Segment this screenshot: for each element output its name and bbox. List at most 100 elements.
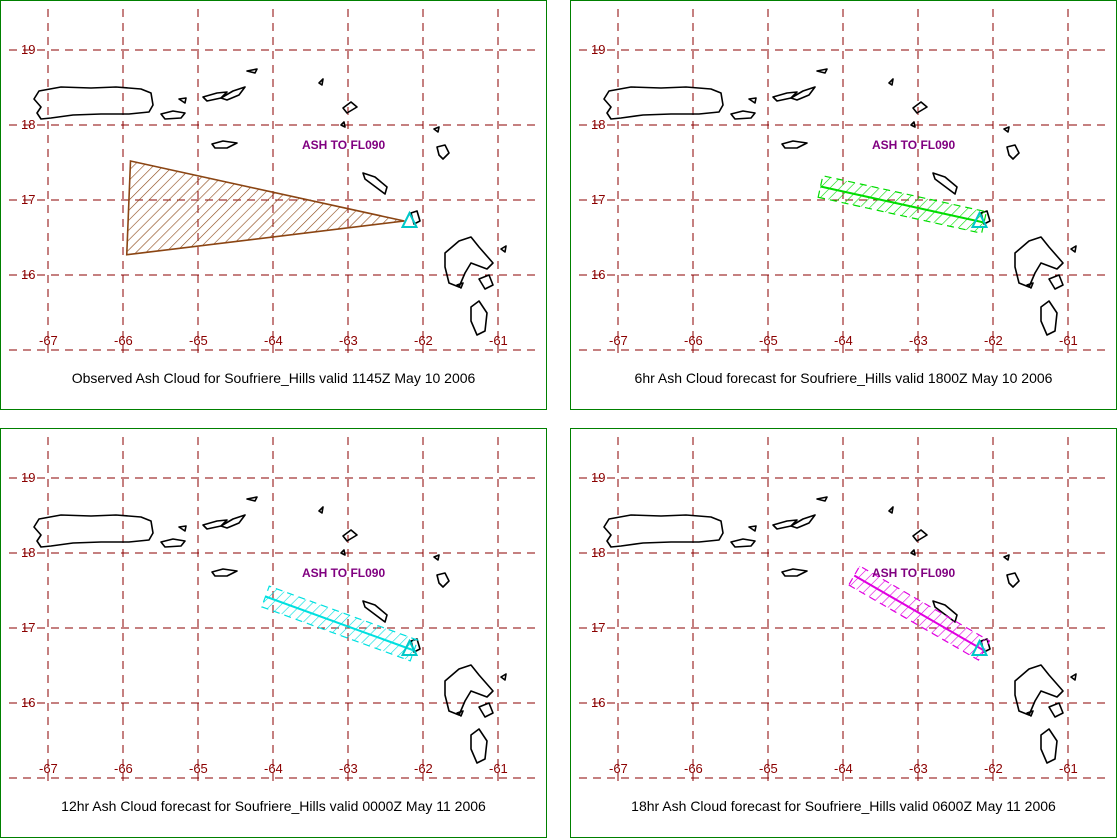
st-martin-coast [342, 529, 358, 542]
lon-tick-label: -65 [759, 761, 778, 776]
lon-tick-label: -61 [1059, 333, 1078, 348]
lon-tick-label: -67 [609, 333, 628, 348]
volcano-triangle-icon [400, 210, 419, 228]
st-martin-coast [912, 529, 928, 542]
anguilla-coast [318, 78, 324, 86]
lon-tick-label: -62 [414, 333, 433, 348]
desirade-coast [500, 245, 507, 253]
lon-tick-label: -61 [1059, 761, 1078, 776]
barbuda-coast [433, 126, 440, 133]
les-saintes-coast [1026, 710, 1034, 717]
ash-cloud-map: 19 18 17 16 -67 -66 -65 -64 -63 -62 -61 ASH TO FL09… [9, 437, 541, 781]
panel-caption: 12hr Ash Cloud forecast for Soufriere_Hi… [61, 798, 486, 814]
panel-caption: 18hr Ash Cloud forecast for Soufriere_Hi… [631, 798, 1056, 814]
ash-cloud-map: 19 18 17 16 -67 -66 -65 -64 -63 -62 -61 ASH TO FL09… [579, 9, 1111, 353]
ash-altitude-label: ASH TO FL090 [872, 566, 955, 580]
lat-tick-label: 18 [21, 117, 35, 132]
saba-coast [910, 549, 916, 556]
coastlines [603, 496, 1077, 764]
lon-tick-label: -66 [684, 761, 703, 776]
puerto-rico-coast [33, 514, 154, 548]
guadeloupe-coast [1014, 236, 1064, 288]
vieques-coast [160, 538, 186, 548]
lon-tick-label: -63 [909, 761, 928, 776]
virgin-islands-coast [772, 519, 798, 530]
st-croix-coast [781, 140, 808, 149]
lat-tick-label: 19 [21, 42, 35, 57]
lon-tick-label: -64 [264, 761, 283, 776]
anegada-coast [816, 496, 828, 502]
coastlines [33, 496, 507, 764]
desirade-coast [1070, 245, 1077, 253]
virgin-islands-east-coast [220, 514, 246, 529]
ash-cloud-axis-line [853, 574, 985, 652]
st-kitts-coast [362, 600, 388, 623]
panel-caption: 6hr Ash Cloud forecast for Soufriere_Hil… [634, 370, 1053, 386]
lon-tick-label: -67 [609, 761, 628, 776]
panel-caption: Observed Ash Cloud for Soufriere_Hills v… [71, 370, 476, 386]
volcano-triangle-icon [400, 638, 419, 656]
lat-tick-label: 16 [21, 695, 35, 710]
lon-tick-label: -63 [909, 333, 928, 348]
lon-tick-label: -65 [189, 761, 208, 776]
lon-tick-label: -67 [39, 333, 58, 348]
st-martin-coast [912, 101, 928, 114]
lat-tick-label: 19 [591, 470, 605, 485]
lon-tick-label: -66 [684, 333, 703, 348]
st-martin-coast [342, 101, 358, 114]
lat-tick-label: 17 [591, 620, 605, 635]
map-panel-6hr: 19 18 17 16 -67 -66 -65 -64 -63 -62 -61 ASH TO FL09… [570, 0, 1117, 410]
volcano-triangle-icon [970, 210, 989, 228]
st-croix-coast [781, 568, 808, 577]
anguilla-coast [888, 78, 894, 86]
virgin-islands-east-coast [220, 86, 246, 101]
dominica-coast [470, 300, 488, 336]
marie-galante-coast [478, 702, 494, 718]
puerto-rico-coast [33, 86, 154, 120]
puerto-rico-coast [603, 514, 724, 548]
lat-tick-label: 16 [591, 267, 605, 282]
anegada-coast [246, 68, 258, 74]
marie-galante-coast [1048, 274, 1064, 290]
st-croix-coast [211, 140, 238, 149]
marie-galante-coast [1048, 702, 1064, 718]
map-panel-12hr: 19 18 17 16 -67 -66 -65 -64 -63 -62 -61 ASH TO FL09… [0, 428, 547, 838]
lon-tick-label: -64 [834, 761, 853, 776]
lat-tick-label: 16 [591, 695, 605, 710]
lon-tick-label: -61 [489, 333, 508, 348]
saba-coast [340, 121, 346, 128]
ash-cloud-axis-line [265, 595, 415, 652]
barbuda-coast [433, 554, 440, 561]
lon-tick-label: -64 [264, 333, 283, 348]
vieques-coast [730, 538, 756, 548]
coastlines [603, 68, 1077, 336]
vieques-coast [160, 110, 186, 120]
virgin-islands-coast [202, 91, 228, 102]
lat-tick-label: 17 [21, 192, 35, 207]
lon-tick-label: -62 [984, 333, 1003, 348]
volcano-triangle-icon [970, 638, 989, 656]
saba-coast [910, 121, 916, 128]
lat-tick-label: 16 [21, 267, 35, 282]
lat-lon-grid [9, 9, 541, 353]
ash-altitude-label: ASH TO FL090 [302, 138, 385, 152]
barbuda-coast [1003, 554, 1010, 561]
marie-galante-coast [478, 274, 494, 290]
map-panel-18hr: 19 18 17 16 -67 -66 -65 -64 -63 -62 -61 ASH TO FL09… [570, 428, 1117, 838]
virgin-islands-east-coast [790, 514, 816, 529]
lat-tick-label: 18 [591, 545, 605, 560]
dominica-coast [470, 728, 488, 764]
lat-tick-label: 19 [591, 42, 605, 57]
lat-tick-label: 18 [21, 545, 35, 560]
lat-lon-grid [579, 9, 1111, 353]
ash-cloud-axis-line [820, 185, 985, 224]
st-kitts-coast [362, 172, 388, 195]
culebra-coast [178, 97, 187, 104]
les-saintes-coast [1026, 282, 1034, 289]
desirade-coast [1070, 673, 1077, 681]
st-croix-coast [211, 568, 238, 577]
anegada-coast [816, 68, 828, 74]
barbuda-coast [1003, 126, 1010, 133]
lon-tick-label: -62 [984, 761, 1003, 776]
lon-tick-label: -61 [489, 761, 508, 776]
